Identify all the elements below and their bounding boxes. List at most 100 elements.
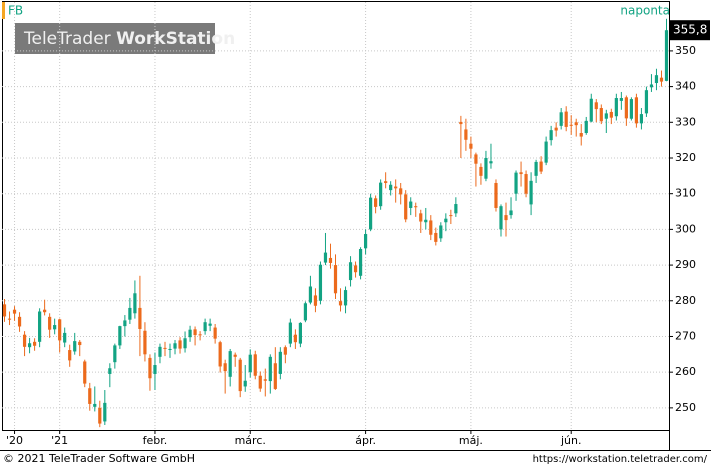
candle-body xyxy=(228,351,232,377)
candle-body xyxy=(318,264,323,301)
candle-body xyxy=(649,84,654,88)
candle-body xyxy=(263,379,267,381)
candle-body xyxy=(424,219,428,223)
candle-body xyxy=(604,113,608,119)
candle-body xyxy=(348,262,353,281)
candle-body xyxy=(2,304,7,317)
candle-body xyxy=(363,234,368,249)
candle-body xyxy=(108,368,112,374)
candle-body xyxy=(53,325,57,330)
candle-body xyxy=(529,180,533,205)
candle-body xyxy=(178,340,182,349)
candle-body xyxy=(439,225,443,239)
y-tick-label: 290 xyxy=(675,258,696,271)
x-tick-label: jún. xyxy=(560,434,582,447)
x-tick-label: márc. xyxy=(235,434,266,447)
candle-body xyxy=(429,220,433,235)
candle-body xyxy=(353,265,358,273)
x-tick-label: máj. xyxy=(459,434,483,447)
candle-body xyxy=(499,206,503,230)
candle-body xyxy=(419,213,423,222)
candle-body xyxy=(574,122,578,126)
candle-body xyxy=(479,166,483,176)
candle-body xyxy=(414,206,418,208)
candle-body xyxy=(644,90,649,114)
candle-body xyxy=(83,361,87,384)
candle-body xyxy=(634,97,639,124)
symbol: FB xyxy=(8,4,23,18)
candle-body xyxy=(193,329,197,336)
candle-body xyxy=(153,365,157,374)
candle-body xyxy=(248,354,252,373)
candle-body xyxy=(564,111,568,127)
candle-body xyxy=(243,380,247,387)
candle-body xyxy=(328,257,333,263)
candle-body xyxy=(664,30,669,81)
candle-body xyxy=(278,351,282,374)
candle-body xyxy=(223,363,227,372)
candle-body xyxy=(123,320,127,327)
candle-body xyxy=(233,354,237,357)
candle-body xyxy=(629,99,633,119)
candle-body xyxy=(58,319,62,341)
candle-body xyxy=(534,161,538,176)
y-tick-label: 270 xyxy=(675,329,696,342)
candle-body xyxy=(504,215,508,221)
candle-body xyxy=(399,188,403,195)
candle-body xyxy=(43,309,47,313)
candle-body xyxy=(434,232,438,242)
candle-body xyxy=(32,341,37,346)
candle-body xyxy=(133,293,137,314)
candle-body xyxy=(579,133,583,137)
candle-body xyxy=(409,201,413,208)
x-tick-label: '21 xyxy=(51,434,68,447)
candle-body xyxy=(619,98,623,101)
y-tick-label: 350 xyxy=(675,44,696,57)
candle-body xyxy=(88,388,92,404)
last-price-label: 355,8 xyxy=(673,23,707,37)
candle-body xyxy=(539,161,543,172)
x-tick-label: febr. xyxy=(143,434,168,447)
candle-body xyxy=(338,301,343,306)
candle-body xyxy=(489,161,493,164)
candle-body xyxy=(384,181,388,183)
candle-body xyxy=(659,77,664,82)
candle-body xyxy=(514,172,518,194)
candle-body xyxy=(454,204,458,214)
candle-body xyxy=(238,359,242,392)
x-tick-label: '20 xyxy=(6,434,23,447)
y-tick-label: 340 xyxy=(675,80,696,93)
candle-body xyxy=(584,120,588,134)
candle-body xyxy=(464,129,468,140)
y-tick-label: 280 xyxy=(675,294,696,307)
candle-body xyxy=(569,124,573,126)
candle-body xyxy=(293,334,297,343)
candle-body xyxy=(143,330,147,355)
candle-body xyxy=(17,316,22,327)
candle-body xyxy=(288,322,292,344)
candle-body xyxy=(128,307,132,320)
candle-body xyxy=(554,127,558,131)
candle-body xyxy=(283,347,287,355)
candle-body xyxy=(198,334,202,336)
candle-body xyxy=(183,338,187,349)
candle-body xyxy=(213,327,217,339)
candle-body xyxy=(474,154,478,164)
candle-body xyxy=(444,218,448,223)
logo-box xyxy=(15,23,215,54)
candle-body xyxy=(12,309,17,314)
y-tick-label: 250 xyxy=(675,401,696,414)
candle-body xyxy=(78,341,82,346)
candle-body xyxy=(609,111,613,118)
candle-body xyxy=(68,350,72,361)
candle-body xyxy=(218,342,222,367)
x-tick-label: ápr. xyxy=(355,434,376,447)
candle-body xyxy=(308,286,313,303)
candle-body xyxy=(404,194,408,220)
candle-body xyxy=(168,348,172,350)
candle-body xyxy=(484,157,488,179)
candle-body xyxy=(374,198,378,207)
candle-body xyxy=(654,75,659,84)
